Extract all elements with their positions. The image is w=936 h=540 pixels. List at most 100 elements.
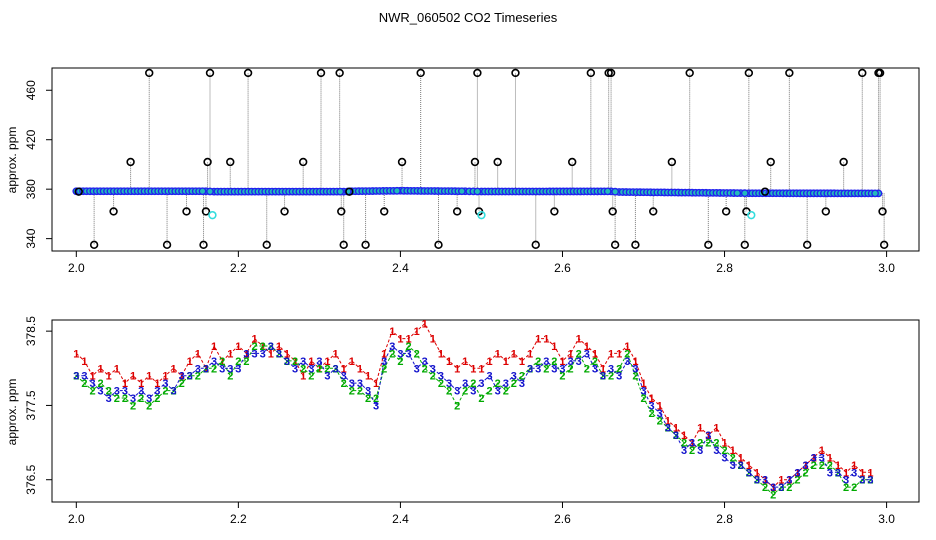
series-1-point: 1 xyxy=(98,363,104,375)
y-tick-label: 460 xyxy=(24,80,38,100)
series-3-point: 3 xyxy=(503,378,509,390)
series-1-point: 1 xyxy=(187,356,193,368)
series-3-point: 3 xyxy=(276,348,282,360)
series-1-point: 1 xyxy=(114,363,120,375)
outlier-point xyxy=(875,68,885,78)
y-tick-label: 420 xyxy=(24,129,38,149)
series-3-point: 3 xyxy=(576,356,582,368)
series-3-point: 3 xyxy=(462,378,468,390)
series-2-point: 2 xyxy=(811,460,817,472)
series-1-point: 1 xyxy=(438,348,444,360)
series-1-point: 1 xyxy=(333,348,339,360)
series-2-point: 2 xyxy=(519,371,525,383)
x-tick-label: 2.0 xyxy=(68,512,85,526)
series-1-point: 1 xyxy=(195,348,201,360)
outlier-point xyxy=(434,240,443,250)
series-1-point: 1 xyxy=(235,341,241,353)
series-2-point: 2 xyxy=(543,363,549,375)
outlier-point xyxy=(89,240,99,250)
series-1-point: 1 xyxy=(324,356,330,368)
outlier-point xyxy=(109,207,118,216)
series-3-point: 3 xyxy=(405,348,411,360)
series-3-point: 3 xyxy=(778,482,784,494)
series-1-point: 1 xyxy=(300,371,306,383)
series-3-point: 3 xyxy=(316,356,322,368)
series-3-point: 3 xyxy=(559,363,565,375)
series-2-point: 2 xyxy=(576,348,582,360)
outlier-point xyxy=(704,240,713,250)
outlier-point xyxy=(162,240,172,250)
x-tick-label: 2.8 xyxy=(716,261,733,275)
series-2-point: 2 xyxy=(89,386,95,398)
series-2-point: 2 xyxy=(333,363,339,375)
cyan-point xyxy=(477,210,486,220)
series-3-point: 3 xyxy=(713,445,719,457)
series-2-point: 2 xyxy=(414,348,420,360)
series-2-point: 2 xyxy=(495,378,501,390)
series-3-point: 3 xyxy=(794,467,800,479)
outlier-point xyxy=(298,157,308,167)
series-2-point: 2 xyxy=(746,467,752,479)
series-2-point: 2 xyxy=(389,348,395,360)
baseline-point xyxy=(733,189,742,198)
series-3-point: 3 xyxy=(252,348,258,360)
outlier-point xyxy=(802,240,812,250)
series-2-point: 2 xyxy=(681,438,687,450)
baseline-point xyxy=(198,187,207,196)
bottom-panel: approx. ppm 1111111111111111111111111111… xyxy=(5,316,920,526)
series-3-point: 3 xyxy=(349,378,355,390)
series-1-point: 1 xyxy=(867,467,873,479)
series-2-point: 2 xyxy=(786,482,792,494)
outlier-point xyxy=(610,240,620,250)
series-2-point: 2 xyxy=(665,423,671,435)
series-3-point: 3 xyxy=(730,460,736,472)
series-2-point: 2 xyxy=(503,386,509,398)
series-2-point: 2 xyxy=(794,475,800,487)
series-2-point: 2 xyxy=(227,371,233,383)
series-3-point: 3 xyxy=(357,378,363,390)
series-1-point: 1 xyxy=(478,363,484,375)
outlier-point xyxy=(205,68,215,78)
series-3-point: 3 xyxy=(470,386,476,398)
series-1-point: 1 xyxy=(154,378,160,390)
series-3-point: 3 xyxy=(519,378,525,390)
outlier-point xyxy=(821,207,831,216)
series-3-point: 3 xyxy=(762,475,768,487)
y-tick-label: 378.5 xyxy=(24,316,38,346)
outlier-point xyxy=(744,68,754,78)
series-1-point: 1 xyxy=(292,356,298,368)
series-3-point: 3 xyxy=(260,348,266,360)
series-1-point: 1 xyxy=(211,341,217,353)
series-3-point: 3 xyxy=(478,378,484,390)
series-1-point: 1 xyxy=(535,334,541,346)
x-tick-label: 2.4 xyxy=(392,512,409,526)
series-2-point: 2 xyxy=(584,363,590,375)
outlier-point xyxy=(740,240,749,250)
series-2-point: 2 xyxy=(697,438,703,450)
series-1-point: 1 xyxy=(657,400,663,412)
top-panel: approx. ppm 2.0 2.2 2.4 2.6 2.8 3.0 340 380 420 4… xyxy=(5,67,920,275)
series-1-point: 1 xyxy=(179,371,185,383)
series-3-point: 3 xyxy=(843,475,849,487)
series-3-point: 3 xyxy=(454,386,460,398)
outlier-point xyxy=(608,207,617,216)
series-1-point: 1 xyxy=(81,356,87,368)
series-1-point: 1 xyxy=(414,326,420,338)
series-3-point: 3 xyxy=(689,438,695,450)
series-2-point: 2 xyxy=(211,363,217,375)
series-1-point: 1 xyxy=(454,363,460,375)
series-2-point: 2 xyxy=(478,393,484,405)
series-2-point: 2 xyxy=(170,386,176,398)
outlier-point xyxy=(721,207,731,216)
series-2-point: 2 xyxy=(235,356,241,368)
series-1-point: 1 xyxy=(697,423,703,435)
outlier-point xyxy=(337,207,346,216)
series-3-point: 3 xyxy=(381,356,387,368)
series-3-point: 3 xyxy=(389,341,395,353)
series-1-point: 1 xyxy=(811,452,817,464)
series-2-point: 2 xyxy=(243,356,249,368)
series-2-point: 2 xyxy=(162,386,168,398)
series-1-point: 1 xyxy=(422,319,428,331)
series-1-point: 1 xyxy=(616,348,622,360)
series-3-point: 3 xyxy=(649,400,655,412)
